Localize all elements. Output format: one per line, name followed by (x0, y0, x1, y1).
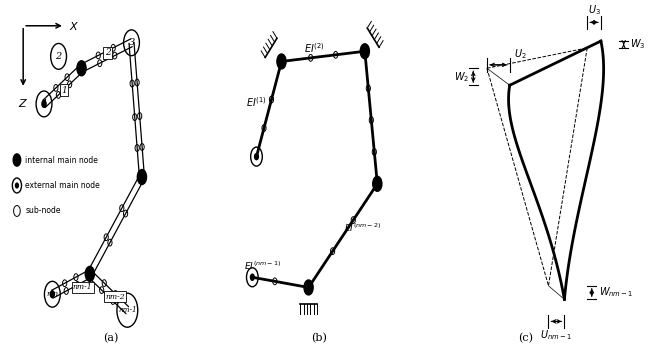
Circle shape (50, 291, 55, 298)
Circle shape (16, 183, 18, 188)
Text: $Z$: $Z$ (18, 97, 28, 109)
Text: (c): (c) (518, 333, 533, 343)
Circle shape (251, 274, 254, 280)
Circle shape (13, 154, 21, 166)
Circle shape (277, 54, 286, 69)
Text: 2: 2 (55, 52, 62, 61)
Circle shape (255, 154, 258, 160)
Text: $EI^{(nm-1)}$: $EI^{(nm-1)}$ (244, 259, 281, 272)
Text: (a): (a) (103, 333, 118, 343)
Text: external main node: external main node (25, 181, 100, 190)
Text: 2: 2 (105, 48, 111, 57)
Text: $U_2$: $U_2$ (514, 48, 527, 62)
Text: sub-node: sub-node (25, 206, 61, 216)
Text: $X$: $X$ (69, 20, 79, 32)
Text: 1: 1 (61, 86, 66, 95)
Text: internal main node: internal main node (25, 155, 98, 165)
Circle shape (137, 170, 146, 184)
Text: $EI^{(2)}$: $EI^{(2)}$ (305, 41, 326, 55)
Text: nm-1: nm-1 (73, 284, 92, 291)
Text: $U_{nm-1}$: $U_{nm-1}$ (540, 328, 572, 342)
Text: $W_{nm-1}$: $W_{nm-1}$ (599, 286, 633, 299)
Text: nm-2: nm-2 (105, 293, 124, 301)
Circle shape (360, 44, 369, 59)
Circle shape (373, 176, 382, 191)
Text: nm: nm (46, 290, 59, 298)
Text: (b): (b) (311, 333, 327, 343)
Circle shape (77, 61, 86, 76)
Text: $W_3$: $W_3$ (630, 38, 646, 51)
Text: $W_2$: $W_2$ (454, 70, 469, 84)
Text: 1: 1 (41, 99, 47, 108)
Text: $EI^{(nm-2)}$: $EI^{(nm-2)}$ (344, 222, 381, 234)
Text: nm-1: nm-1 (118, 306, 137, 314)
Circle shape (85, 266, 94, 281)
Circle shape (42, 101, 46, 107)
Text: $EI^{(1)}$: $EI^{(1)}$ (246, 95, 267, 109)
Text: $U_3$: $U_3$ (588, 4, 600, 17)
Text: 3: 3 (128, 38, 135, 47)
Circle shape (304, 280, 313, 295)
